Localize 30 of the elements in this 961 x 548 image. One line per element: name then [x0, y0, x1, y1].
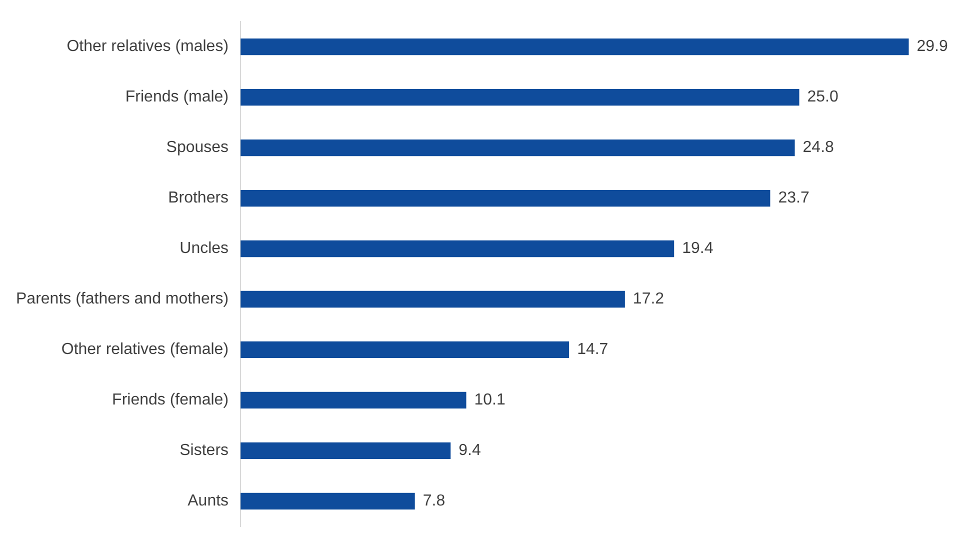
bar [240, 442, 451, 460]
data-label: 10.1 [474, 392, 506, 409]
data-label: 9.4 [458, 442, 481, 460]
y-tick-label: Spouses [166, 139, 229, 156]
y-tick-label: Uncles [180, 240, 229, 258]
y-tick-label: Other relatives (males) [66, 38, 229, 56]
y-tick-label: Friends (female) [112, 392, 229, 409]
y-tick-label: Aunts [188, 492, 229, 510]
bar [240, 38, 909, 56]
bar [240, 88, 800, 106]
y-tick-label: Brothers [168, 190, 229, 207]
y-tick-label: Parents (fathers and mothers) [16, 290, 229, 308]
bar [240, 290, 625, 308]
bar [240, 392, 466, 409]
data-label: 14.7 [577, 341, 608, 358]
bar [240, 190, 770, 207]
y-tick-label: Friends (male) [125, 88, 229, 106]
data-label: 19.4 [682, 240, 714, 258]
bar [240, 341, 570, 358]
y-tick-label: Other relatives (female) [61, 341, 229, 358]
data-label: 24.8 [802, 139, 834, 156]
y-tick-label: Sisters [180, 442, 229, 460]
bar [240, 492, 415, 510]
bar [240, 240, 674, 258]
data-label: 7.8 [422, 492, 446, 510]
data-label: 29.9 [916, 38, 948, 56]
bar [240, 139, 795, 156]
data-label: 17.2 [632, 290, 664, 308]
data-label: 25.0 [807, 88, 838, 106]
data-label: 23.7 [778, 190, 810, 207]
